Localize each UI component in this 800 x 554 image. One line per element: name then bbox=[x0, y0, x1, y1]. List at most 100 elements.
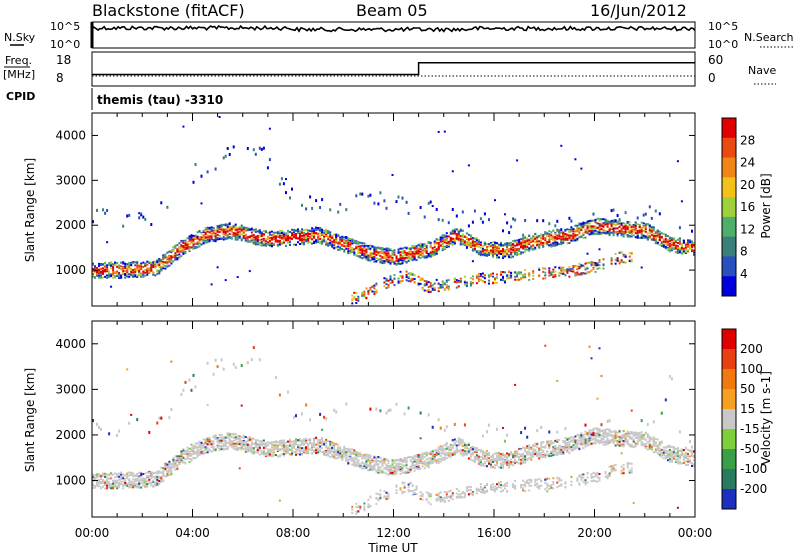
echo-cell bbox=[337, 451, 340, 454]
echo-cell bbox=[433, 282, 436, 285]
echo-cell bbox=[377, 202, 380, 206]
echo-cell bbox=[574, 239, 577, 242]
echo-cell bbox=[498, 243, 500, 246]
echo-cell bbox=[102, 474, 104, 477]
echo-cell bbox=[616, 233, 619, 235]
echo-cell bbox=[357, 240, 360, 243]
echo-cell bbox=[638, 231, 641, 234]
echo-cell bbox=[439, 240, 442, 243]
echo-cell bbox=[224, 279, 227, 282]
echo-cell bbox=[303, 236, 305, 239]
echo-cell bbox=[293, 445, 295, 448]
echo-cell bbox=[457, 237, 460, 240]
echo-cell bbox=[200, 202, 203, 205]
echo-cell bbox=[204, 228, 207, 231]
echo-cell bbox=[146, 485, 149, 488]
echo-cell bbox=[282, 241, 285, 244]
echo-cell bbox=[325, 234, 328, 237]
echo-cell bbox=[447, 241, 450, 244]
echo-cell bbox=[349, 237, 352, 240]
echo-cell bbox=[282, 453, 285, 455]
echo-cell bbox=[184, 252, 187, 255]
echo-cell bbox=[208, 440, 211, 443]
echo-cell bbox=[238, 226, 241, 228]
echo-cell bbox=[234, 436, 237, 439]
echo-cell bbox=[266, 454, 269, 457]
echo-cell bbox=[118, 273, 121, 276]
echo-cell bbox=[106, 485, 109, 488]
echo-cell bbox=[465, 236, 468, 239]
echo-cell bbox=[196, 450, 199, 453]
echo-cell bbox=[180, 455, 183, 458]
echo-cell bbox=[594, 232, 597, 235]
echo-cell bbox=[252, 346, 255, 350]
echo-cell bbox=[550, 244, 553, 247]
echo-cell bbox=[256, 243, 259, 246]
echo-cell bbox=[411, 246, 414, 249]
echo-cell bbox=[594, 270, 597, 273]
echo-cell bbox=[182, 245, 185, 248]
echo-cell bbox=[242, 447, 245, 450]
echo-cell bbox=[592, 227, 595, 229]
echo-cell bbox=[419, 246, 422, 249]
echo-cell bbox=[532, 278, 535, 280]
echo-cell bbox=[156, 483, 159, 486]
echo-cell bbox=[636, 216, 639, 220]
echo-cell bbox=[172, 459, 175, 462]
echo-cell bbox=[594, 218, 597, 221]
echo-cell bbox=[369, 288, 372, 291]
echo-cell bbox=[492, 282, 494, 285]
echo-cell bbox=[415, 259, 418, 262]
echo-cell bbox=[170, 463, 173, 466]
echo-cell bbox=[118, 484, 121, 487]
echo-cell bbox=[658, 243, 661, 246]
echo-cell bbox=[136, 483, 139, 486]
echo-cell bbox=[222, 229, 225, 232]
echo-cell bbox=[192, 446, 195, 449]
echo-cell bbox=[174, 258, 177, 261]
echo-cell bbox=[465, 237, 468, 240]
echo-cell bbox=[628, 231, 631, 234]
echo-cell bbox=[435, 241, 438, 244]
echo-cell bbox=[357, 247, 360, 250]
echo-cell bbox=[164, 255, 167, 257]
echo-cell bbox=[542, 267, 545, 269]
echo-cell bbox=[250, 440, 253, 443]
echo-cell bbox=[498, 251, 500, 254]
echo-cell bbox=[166, 472, 169, 475]
echo-cell bbox=[640, 266, 643, 269]
echo-cell bbox=[544, 231, 547, 234]
echo-cell bbox=[112, 482, 115, 485]
echo-cell bbox=[618, 260, 621, 263]
echo-cell bbox=[172, 466, 175, 469]
echo-cell bbox=[693, 242, 695, 244]
echo-cell bbox=[684, 243, 687, 246]
echo-cell bbox=[166, 262, 169, 265]
echo-cell bbox=[118, 264, 121, 267]
echo-cell bbox=[443, 234, 446, 237]
echo-cell bbox=[691, 248, 693, 251]
echo-cell bbox=[329, 237, 332, 240]
echo-cell bbox=[504, 249, 506, 252]
echo-cell bbox=[319, 235, 322, 237]
echo-cell bbox=[578, 267, 581, 270]
echo-cell bbox=[441, 245, 444, 248]
echo-cell bbox=[578, 265, 581, 268]
echo-cell bbox=[431, 250, 434, 253]
echo-cell bbox=[158, 476, 161, 479]
echo-cell bbox=[146, 273, 149, 276]
echo-cell bbox=[634, 221, 637, 224]
echo-cell bbox=[494, 250, 496, 253]
echo-cell bbox=[373, 255, 376, 258]
echo-cell bbox=[693, 252, 695, 255]
echo-cell bbox=[465, 246, 468, 249]
echo-cell bbox=[278, 393, 281, 397]
echo-cell bbox=[108, 272, 111, 275]
echo-cell bbox=[224, 234, 227, 237]
echo-cell bbox=[574, 234, 577, 237]
echo-cell bbox=[329, 443, 332, 446]
echo-cell bbox=[102, 473, 104, 476]
echo-cell bbox=[301, 441, 303, 444]
echo-cell bbox=[471, 237, 474, 240]
echo-cell bbox=[214, 167, 217, 171]
